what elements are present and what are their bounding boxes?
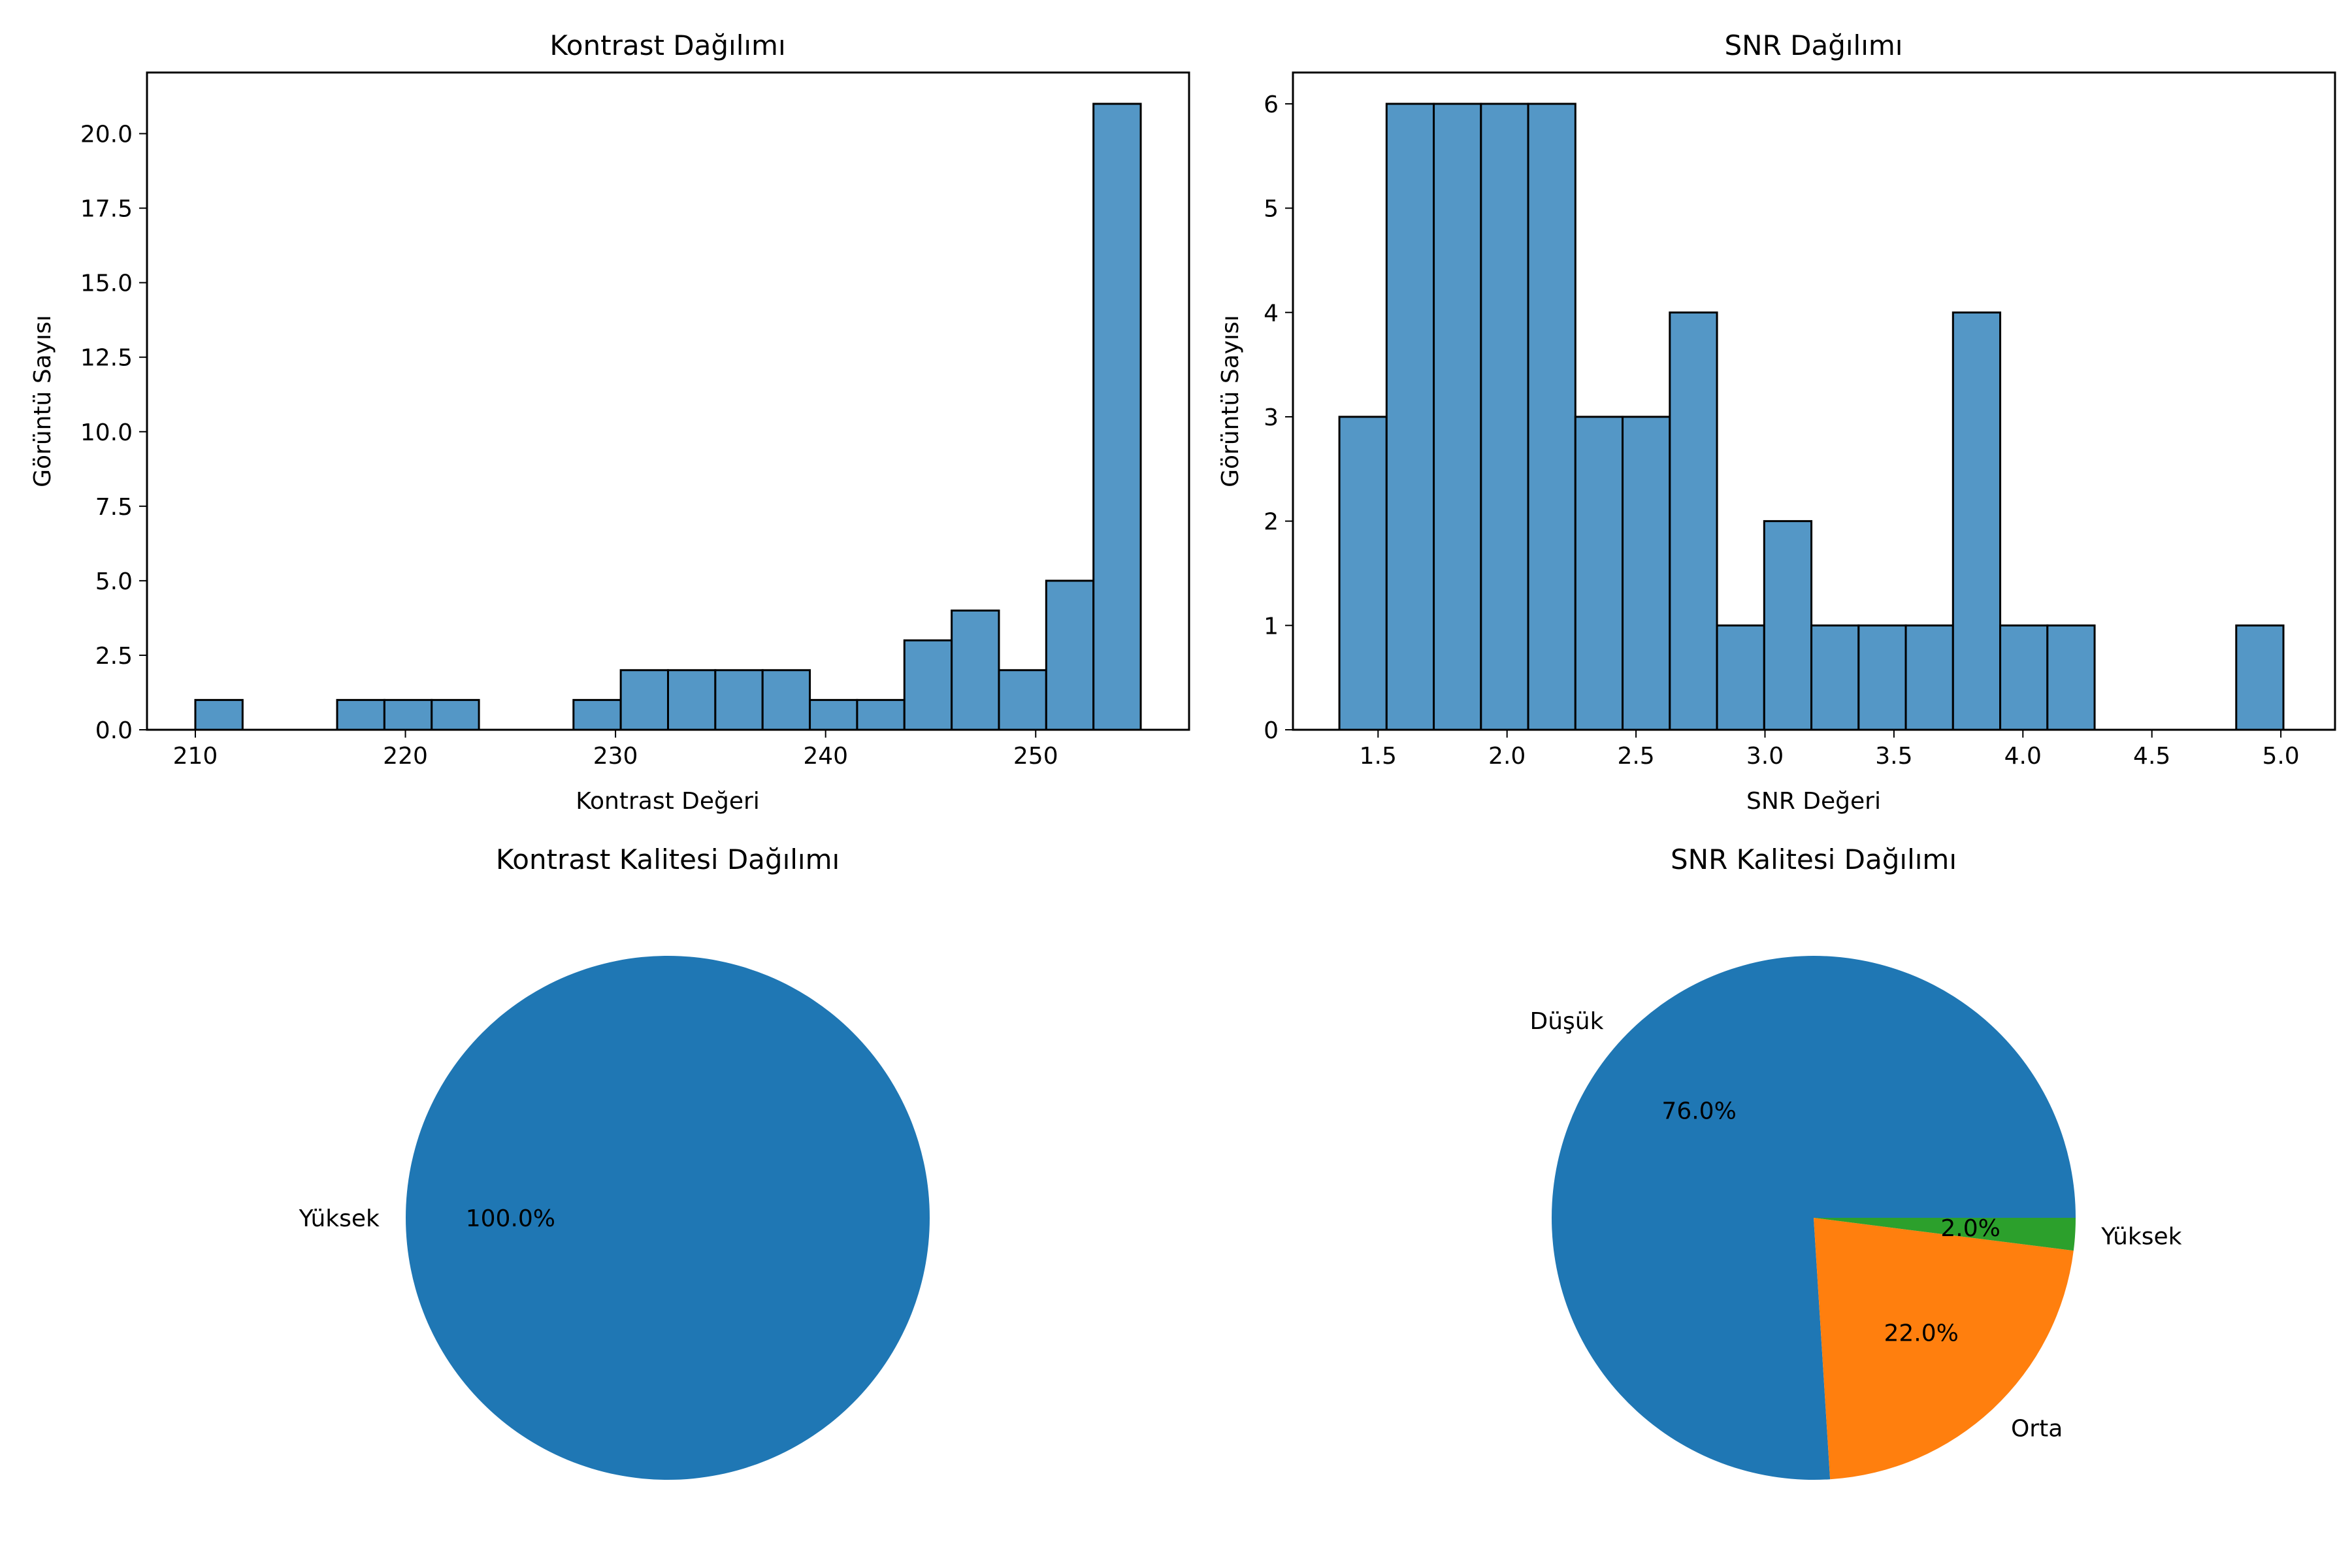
histogram-bar [1952,311,2002,731]
plot-frame [1292,71,2336,731]
pie-slice [1814,1218,2076,1251]
y-tick-label: 15.0 [80,270,133,297]
histogram-bar [1385,103,1435,731]
y-tick-label: 1 [1264,613,1279,640]
snr-quality-pie: SNR Kalitesi Dağılımı Düşük 76.0% Orta 22.0… [1529,843,2182,1480]
histogram-bar [1527,103,1576,731]
histogram-bar [1092,103,1142,731]
chart-title: Kontrast Kalitesi Dağılımı [496,843,840,875]
pie-pct-label: 76.0% [1661,1098,1736,1124]
y-tick-label: 2.5 [95,643,133,670]
y-tick-label: 3 [1264,404,1279,431]
plot-frame [146,71,1190,731]
histogram-bar [383,698,433,731]
x-tick-label: 1.5 [1360,743,1397,770]
histogram-bar [761,669,811,731]
y-axis-label: Görüntü Sayısı [1217,315,1244,487]
contrast-histogram: Kontrast Dağılımı 210 220 230 240 250 0.0 2.5… [29,29,1190,815]
y-tick-label: 5 [1264,196,1279,223]
x-tick-label: 220 [383,743,428,770]
y-tick-label: 0 [1264,717,1279,744]
x-tick-label: 4.5 [2133,743,2170,770]
histogram-bar [336,698,385,731]
histogram-bar [1999,624,2049,731]
pie-labels: Düşük 76.0% Orta 22.0% Yüksek 2.0% [1529,1008,2181,1443]
x-tick-label: 210 [173,743,218,770]
histogram-bar [2235,624,2285,731]
y-tick-label: 6 [1264,91,1279,118]
y-axis-ticks: 0.0 2.5 5.0 7.5 10.0 12.5 15.0 17.5 20.0 [80,122,147,744]
histogram-bars [1338,103,2285,731]
pie-slice-label: Yüksek [299,1205,380,1232]
x-axis-ticks: 210 220 230 240 250 [173,730,1058,770]
histogram-bar [1857,624,1907,731]
histogram-bar [667,669,717,731]
x-tick-label: 3.0 [1746,743,1784,770]
histogram-bar [714,669,764,731]
y-tick-label: 0.0 [95,717,133,744]
y-tick-label: 10.0 [80,419,133,446]
pie-slice-label: Yüksek [2100,1224,2181,1250]
histogram-bar [1622,416,1671,731]
histogram-bar [1716,624,1765,731]
pie-slice-label: Düşük [1529,1008,1603,1035]
pie-labels: Yüksek 100.0% [299,1205,555,1232]
histogram-bar [1480,103,1529,731]
x-tick-label: 2.5 [1617,743,1654,770]
pie-pct-label: 2.0% [1940,1215,2000,1242]
chart-title: SNR Dağılımı [1725,29,1903,61]
x-axis-ticks: 1.5 2.0 2.5 3.0 3.5 4.0 4.5 5.0 [1360,730,2300,770]
pie-slices [1552,956,2076,1480]
pie-pct-label: 22.0% [1884,1320,1959,1347]
y-axis-ticks: 0 1 2 3 4 5 6 [1264,91,1293,744]
contrast-quality-pie: Kontrast Kalitesi Dağılımı Yüksek 100.0% [299,843,930,1480]
pie-slices [406,956,930,1480]
y-tick-label: 20.0 [80,122,133,148]
x-axis-label: SNR Değeri [1746,788,1881,815]
histogram-bar [1669,311,1718,731]
histogram-bar [431,698,480,731]
histogram-bar [1810,624,1860,731]
x-axis-label: Kontrast Değeri [576,788,760,815]
x-tick-label: 4.0 [2004,743,2042,770]
x-tick-label: 2.0 [1488,743,1526,770]
histogram-bar [998,669,1047,731]
y-tick-label: 17.5 [80,196,133,223]
histogram-bar [2046,624,2096,731]
y-tick-label: 4 [1264,300,1279,327]
y-tick-label: 7.5 [95,494,133,521]
histogram-bar [194,698,244,731]
x-tick-label: 240 [803,743,848,770]
histogram-bar [951,610,1000,731]
x-tick-label: 3.5 [1875,743,1912,770]
histogram-bar [1433,103,1482,731]
histogram-bar [619,669,670,731]
histogram-bar [1763,520,1813,731]
histogram-bar [572,698,622,731]
histogram-bar [1338,416,1388,731]
histogram-bar [1574,416,1624,731]
histogram-bar [856,698,906,731]
chart-title: SNR Kalitesi Dağılımı [1671,843,1957,875]
pie-slice-label: Orta [2011,1416,2063,1443]
pie-slice [406,956,930,1480]
histogram-bar [809,698,858,731]
pie-slice [1814,1218,2074,1480]
histogram-bar [903,639,953,731]
pie-pct-label: 100.0% [466,1205,555,1232]
chart-title: Kontrast Dağılımı [549,29,785,61]
y-tick-label: 2 [1264,509,1279,536]
y-axis-label: Görüntü Sayısı [29,315,56,487]
x-tick-label: 230 [593,743,638,770]
y-tick-label: 5.0 [95,568,133,595]
histogram-bars [194,103,1142,731]
histogram-bar [1045,580,1095,731]
y-tick-label: 12.5 [80,345,133,372]
x-tick-label: 250 [1013,743,1058,770]
snr-histogram: SNR Dağılımı 1.5 2.0 2.5 3.0 3.5 4.0 4.5 5.0 0 1… [1217,29,2336,815]
x-tick-label: 5.0 [2262,743,2299,770]
histogram-bar [1904,624,1954,731]
